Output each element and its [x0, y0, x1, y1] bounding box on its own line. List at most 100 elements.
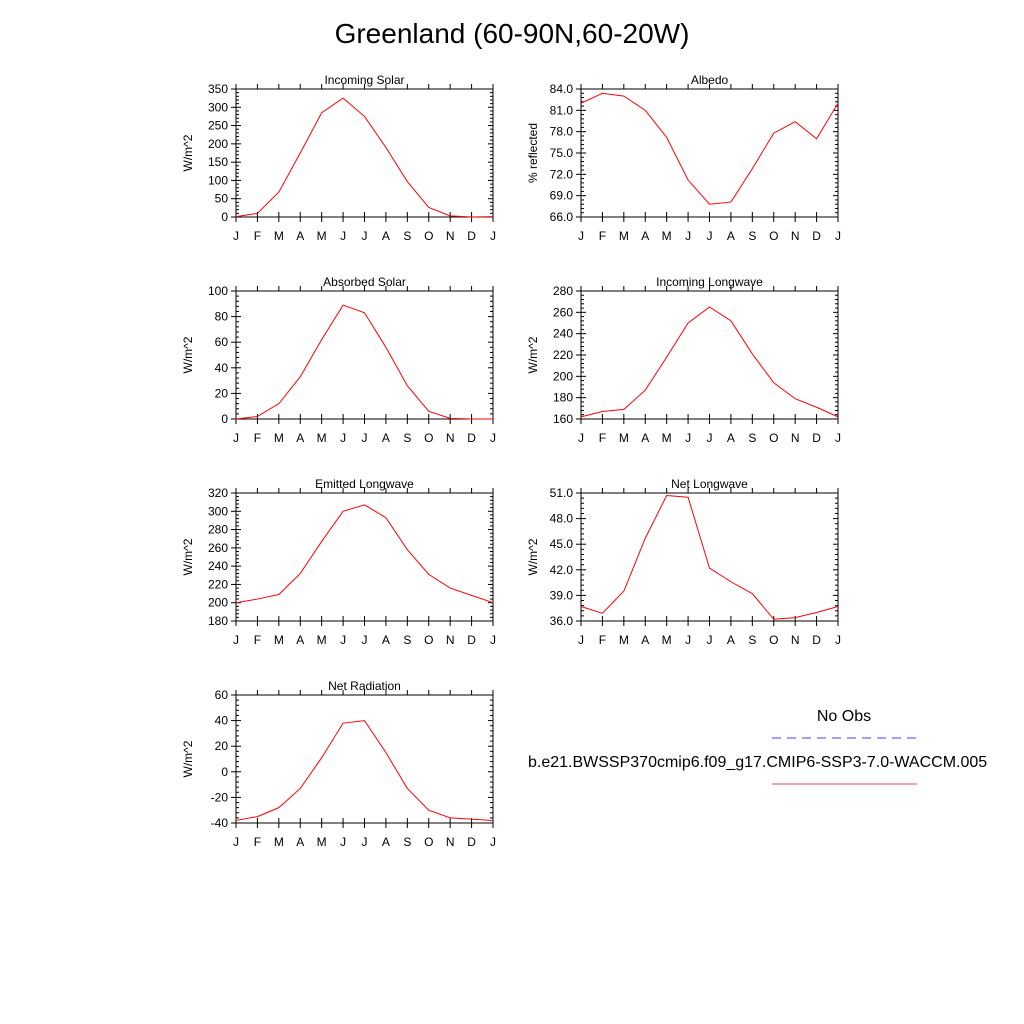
x-tick-label: M [662, 431, 672, 445]
y-tick-label: 260 [553, 305, 573, 319]
y-axis-label: W/m^2 [181, 134, 195, 171]
x-tick-label: A [727, 229, 735, 243]
panel-emitted-longwave: Emitted Longwave W/m^2 180 200 220 240 260 280 3… [181, 477, 496, 647]
x-tick-label: F [254, 431, 261, 445]
x-tick-label: J [490, 835, 496, 849]
x-tick-label: M [619, 431, 629, 445]
y-tick-label: 180 [208, 614, 228, 628]
x-tick-label: J [707, 431, 713, 445]
y-tick-label: 0 [221, 412, 228, 426]
x-tick-label: F [599, 633, 606, 647]
x-tick-label: J [685, 431, 691, 445]
panel-incoming-longwave: Incoming Longwave W/m^2 160 180 200 220 240 260… [526, 275, 841, 445]
x-tick-label: J [490, 229, 496, 243]
x-tick-label: A [296, 229, 304, 243]
x-tick-label: A [296, 835, 304, 849]
y-axis-label: W/m^2 [526, 538, 540, 575]
y-tick-label: 200 [208, 596, 228, 610]
legend-model-label: b.e21.BWSSP370cmip6.f09_g17.CMIP6-SSP3-7… [528, 754, 987, 771]
y-tick-label: 250 [208, 119, 228, 133]
y-tick-label: 240 [553, 327, 573, 341]
x-tick-label: A [641, 633, 649, 647]
x-tick-label: J [578, 431, 584, 445]
series-line-model [580, 92, 839, 205]
x-tick-label: F [254, 229, 261, 243]
x-tick-label: O [769, 633, 778, 647]
x-tick-label: M [317, 835, 327, 849]
x-tick-label: O [424, 835, 433, 849]
x-tick-label: N [446, 835, 455, 849]
y-axis-label: W/m^2 [181, 336, 195, 373]
panel-title: Net Radiation [328, 679, 401, 693]
y-tick-label: 72.0 [550, 167, 574, 181]
x-tick-label: J [233, 431, 239, 445]
x-tick-label: A [382, 431, 390, 445]
x-tick-label: D [812, 633, 821, 647]
x-tick-label: D [467, 835, 476, 849]
x-tick-label: J [707, 633, 713, 647]
panel-title: Incoming Solar [324, 73, 404, 87]
plot-frame [235, 492, 494, 622]
x-tick-label: J [578, 633, 584, 647]
y-tick-label: 150 [208, 155, 228, 169]
y-tick-label: 0 [221, 210, 228, 224]
panel-net-longwave: Net Longwave W/m^2 36.0 39.0 42.0 45.0 48.0 51.… [526, 477, 841, 647]
y-tick-label: -20 [211, 790, 229, 804]
x-tick-label: N [446, 229, 455, 243]
plot-frame [235, 88, 494, 218]
x-tick-label: F [254, 835, 261, 849]
plot-frame [235, 694, 494, 824]
y-tick-label: 84.0 [550, 82, 574, 96]
y-tick-label: 240 [208, 559, 228, 573]
y-tick-label: 75.0 [550, 146, 574, 160]
x-tick-label: J [490, 633, 496, 647]
y-tick-label: 100 [208, 284, 228, 298]
y-tick-label: 36.0 [550, 614, 574, 628]
y-tick-label: 160 [553, 412, 573, 426]
x-tick-label: F [599, 229, 606, 243]
y-tick-label: -40 [211, 816, 229, 830]
y-tick-label: 69.0 [550, 189, 574, 203]
y-tick-label: 180 [553, 391, 573, 405]
y-tick-label: 39.0 [550, 588, 574, 602]
panel-albedo: Albedo % reflected 66.0 69.0 72.0 75.0 78.0 81.… [526, 73, 841, 243]
y-tick-label: 260 [208, 541, 228, 555]
x-tick-label: J [835, 431, 841, 445]
x-tick-label: S [748, 229, 756, 243]
x-tick-label: J [362, 229, 368, 243]
x-tick-label: J [362, 835, 368, 849]
y-tick-label: 100 [208, 173, 228, 187]
x-tick-label: O [769, 229, 778, 243]
series-line-model [235, 504, 494, 604]
y-tick-label: 350 [208, 82, 228, 96]
y-tick-label: 45.0 [550, 537, 574, 551]
y-tick-label: 60 [215, 688, 229, 702]
x-tick-label: J [362, 633, 368, 647]
x-tick-label: D [812, 229, 821, 243]
x-tick-label: M [619, 633, 629, 647]
x-tick-label: J [835, 229, 841, 243]
y-tick-label: 200 [553, 369, 573, 383]
y-tick-label: 220 [208, 577, 228, 591]
y-tick-label: 51.0 [550, 486, 574, 500]
x-tick-label: J [685, 229, 691, 243]
legend-obs-label: No Obs [817, 708, 871, 725]
panel-title: Incoming Longwave [656, 275, 763, 289]
y-tick-label: 66.0 [550, 210, 574, 224]
x-tick-label: J [233, 229, 239, 243]
x-tick-label: J [707, 229, 713, 243]
panel-title: Emitted Longwave [315, 477, 414, 491]
plot-frame [580, 492, 839, 622]
x-tick-label: A [296, 431, 304, 445]
x-tick-label: O [424, 633, 433, 647]
plot-frame [235, 290, 494, 420]
x-tick-label: J [340, 835, 346, 849]
y-axis-label: W/m^2 [526, 336, 540, 373]
x-tick-label: M [317, 229, 327, 243]
panel-incoming-solar: Incoming Solar W/m^2 0 50 100 150 200 250 300 350… [181, 73, 496, 243]
x-tick-label: J [490, 431, 496, 445]
x-tick-label: A [727, 431, 735, 445]
x-tick-label: M [274, 431, 284, 445]
panel-title: Albedo [691, 73, 729, 87]
